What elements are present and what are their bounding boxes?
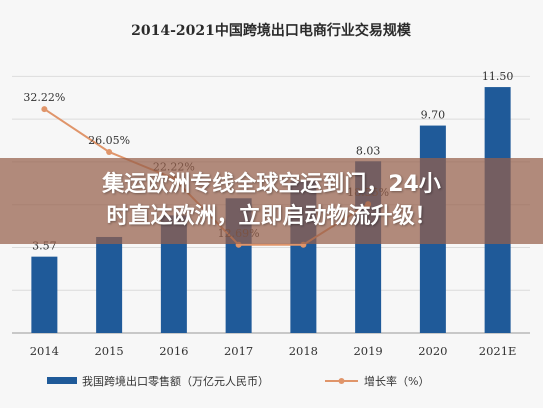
- x-tick-label: 2014: [30, 344, 59, 358]
- bar-2015: [96, 236, 123, 333]
- legend: 我国跨境出口零售额（万亿元人民币） 增长率（%）: [47, 374, 429, 388]
- x-tick-label: 2017: [224, 344, 253, 358]
- x-tick-label: 2016: [159, 344, 188, 358]
- bar-value-label: 9.70: [421, 109, 446, 122]
- x-tick-label: 2020: [418, 344, 447, 358]
- bar-2014: [31, 256, 58, 333]
- growth-value-label: 32.22%: [23, 91, 65, 104]
- growth-point-2015: [106, 148, 113, 155]
- growth-value-label: 26.05%: [88, 134, 130, 147]
- x-tick-label: 2018: [289, 344, 318, 358]
- legend-bar-label: 我国跨境出口零售额（万亿元人民币）: [82, 374, 269, 388]
- x-tick-label: 2015: [94, 344, 123, 358]
- legend-line-marker: [338, 378, 345, 384]
- promo-line-1: 集运欧洲专线全球空运到门，24小: [102, 172, 441, 197]
- x-tick-label: 2021E: [479, 344, 517, 358]
- x-tick-label: 2019: [353, 344, 382, 358]
- promo-banner: 集运欧洲专线全球空运到门，24小 时直达欧洲，立即启动物流升级！: [0, 158, 543, 244]
- promo-text: 集运欧洲专线全球空运到门，24小 时直达欧洲，立即启动物流升级！: [37, 169, 507, 233]
- bar-value-label: 8.03: [356, 144, 381, 157]
- chart-title: 2014-2021中国跨境出口电商行业交易规模: [131, 22, 412, 39]
- bar-value-label: 11.50: [482, 70, 514, 83]
- legend-line-label: 增长率（%）: [364, 374, 429, 388]
- growth-point-2014: [41, 106, 48, 113]
- x-axis-ticks: 2014 2015 2016 2017 2018 2019 2020 2021E: [30, 344, 517, 358]
- legend-bar-swatch: [47, 377, 77, 384]
- promo-line-2: 时直达欧洲，立即启动物流升级！: [106, 204, 437, 229]
